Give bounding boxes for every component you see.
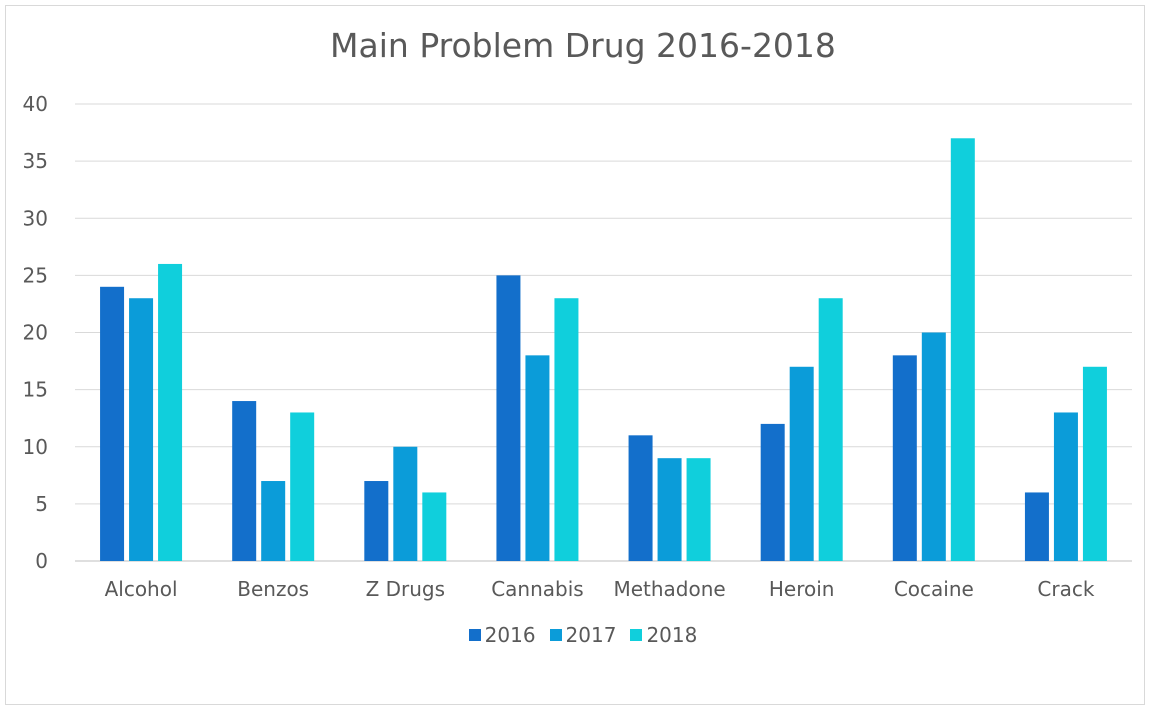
x-tick-label: Cannabis [491,577,584,601]
x-tick-label: Methadone [613,577,725,601]
legend: 2016 2017 2018 [0,623,1150,647]
bar-2018-methadone [686,458,711,561]
bars [100,138,1107,561]
y-tick-label: 35 [23,149,48,173]
x-axis-ticks: Alcohol Benzos Z Drugs Cannabis Methadone Her… [105,577,1095,601]
x-tick-label: Crack [1037,577,1094,601]
y-tick-label: 40 [23,92,48,116]
bar-2018-cocaine [950,138,975,561]
legend-swatch [468,629,481,641]
legend-item-2016: 2016 [468,623,536,647]
bar-2018-z-drugs [422,492,447,561]
x-tick-label: Cocaine [894,577,974,601]
x-tick-label: Alcohol [105,577,178,601]
legend-item-2018: 2018 [630,623,697,647]
legend-label: 2018 [646,623,698,647]
bar-2017-methadone [657,458,682,561]
bar-2017-crack [1053,412,1078,561]
bar-2017-cannabis [525,355,550,561]
y-tick-label: 10 [23,435,48,459]
bar-2016-crack [1024,492,1049,561]
y-tick-label: 20 [23,321,48,345]
chart-title: Main Problem Drug 2016-2018 [330,26,836,65]
legend-swatch [549,629,562,641]
x-tick-label: Z Drugs [366,577,445,601]
bar-2018-alcohol [158,263,183,561]
y-tick-label: 30 [23,206,48,230]
y-tick-label: 5 [35,492,48,516]
bar-2017-heroin [789,366,814,561]
bar-2016-cannabis [496,275,521,561]
legend-label: 2016 [484,623,536,647]
bar-2018-heroin [818,298,843,561]
y-tick-label: 25 [23,263,48,287]
bar-2016-benzos [232,401,257,561]
y-tick-label: 15 [23,378,48,402]
legend-item-2017: 2017 [549,623,617,647]
bar-2016-z-drugs [364,481,389,561]
bar-2016-alcohol [100,286,125,561]
bar-2018-crack [1082,366,1107,561]
x-tick-label: Benzos [237,577,309,601]
bar-2016-cocaine [892,355,917,561]
bar-2017-z-drugs [393,446,418,561]
bar-2018-benzos [290,412,315,561]
bar-chart: 0 5 10 15 20 25 30 35 40 Alcohol Benzos Z Drugs Can… [23,92,1132,601]
bar-2016-methadone [628,435,653,561]
legend-swatch [630,629,643,641]
y-tick-label: 0 [35,549,48,573]
bar-2017-alcohol [129,298,154,561]
bar-2016-heroin [760,423,785,561]
legend-label: 2017 [565,623,617,647]
bar-2017-benzos [261,481,286,561]
bar-2018-cannabis [554,298,579,561]
x-tick-label: Heroin [769,577,835,601]
bar-2017-cocaine [921,332,946,561]
y-axis-ticks: 0 5 10 15 20 25 30 35 40 [23,92,48,573]
